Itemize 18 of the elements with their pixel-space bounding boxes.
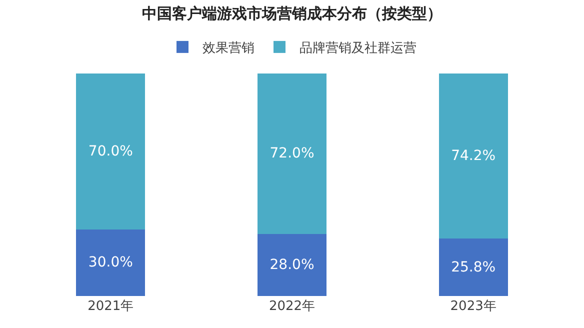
bar bbox=[258, 234, 326, 296]
bar bbox=[76, 229, 146, 296]
bar bbox=[438, 238, 508, 296]
x-tick-label: 2022年 bbox=[268, 299, 316, 314]
legend-label: 效果营销 bbox=[202, 41, 254, 56]
bar bbox=[76, 74, 146, 230]
data-label: 70.0% bbox=[88, 144, 133, 160]
data-label: 74.2% bbox=[451, 148, 496, 164]
data-label: 72.0% bbox=[270, 146, 314, 162]
data-label: 25.8% bbox=[451, 259, 496, 276]
bar bbox=[438, 74, 508, 239]
x-tick-label: 2021年 bbox=[88, 299, 134, 314]
data-label: 30.0% bbox=[88, 254, 133, 271]
x-tick-label: 2023年 bbox=[450, 299, 496, 314]
chart-title: 中国客户端游戏市场营销成本分布（按类型） bbox=[142, 4, 442, 23]
bar bbox=[258, 74, 326, 234]
data-label: 28.0% bbox=[270, 256, 314, 273]
legend-label: 品牌营销及社群运营 bbox=[300, 41, 416, 56]
